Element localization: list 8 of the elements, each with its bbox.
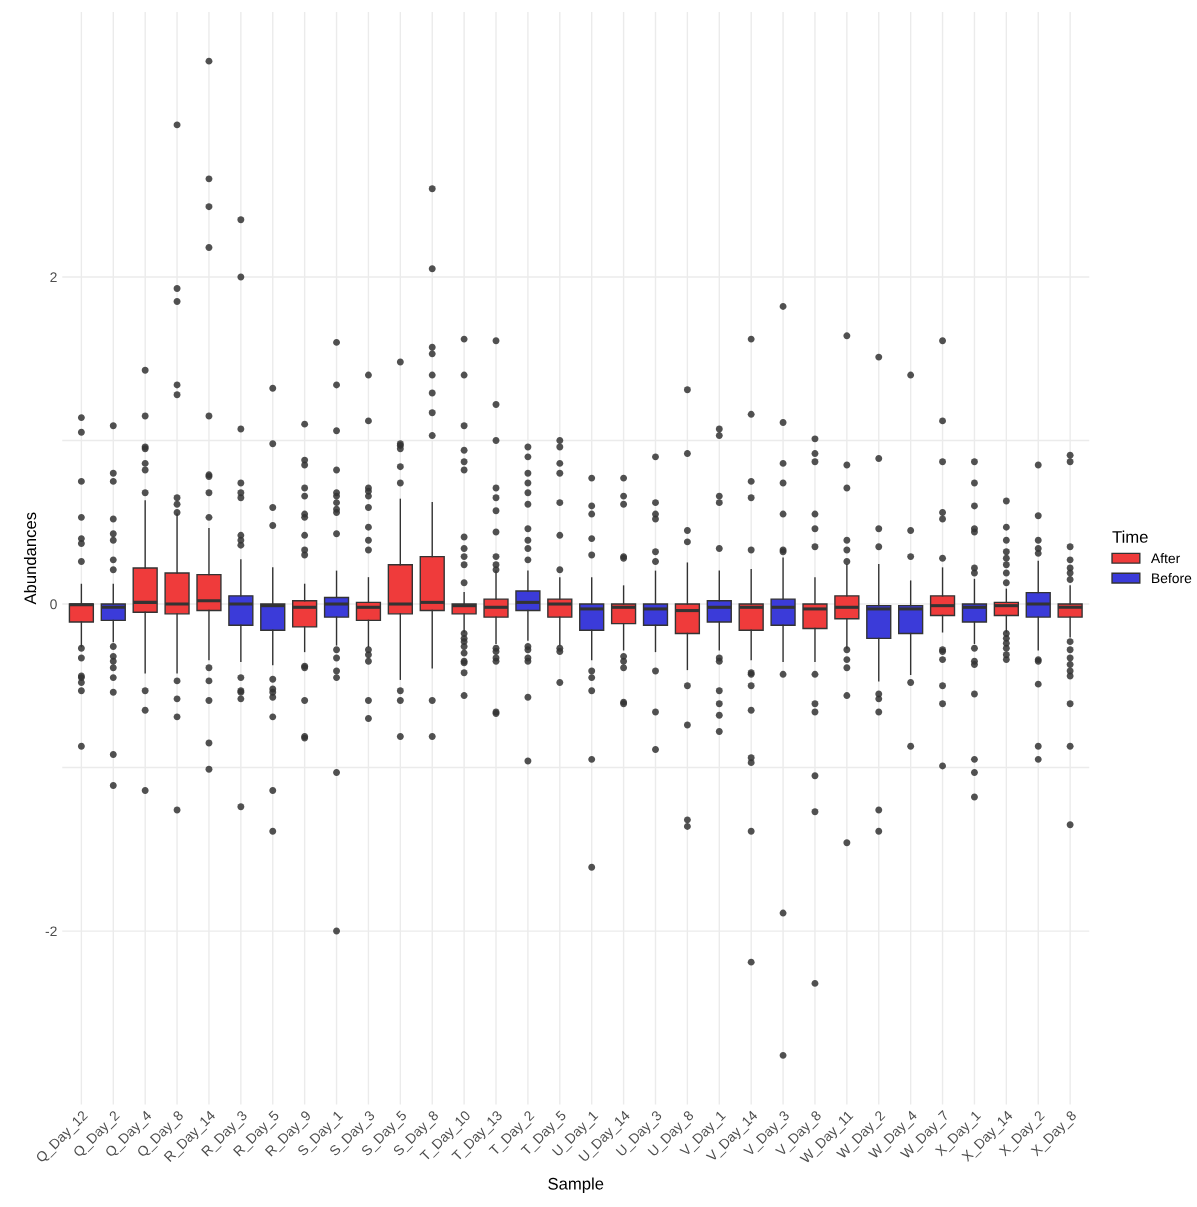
legend-label: After	[1150, 553, 1181, 564]
y-tick-label: -2	[45, 926, 57, 937]
legend-title: Time	[1112, 530, 1148, 543]
legend-label: Before	[1152, 572, 1192, 584]
y-axis-title: Abundances	[23, 512, 37, 605]
y-tick-label: 0	[50, 599, 57, 610]
y-tick-label: 2	[50, 272, 57, 283]
x-axis-title: Sample	[548, 1177, 604, 1193]
